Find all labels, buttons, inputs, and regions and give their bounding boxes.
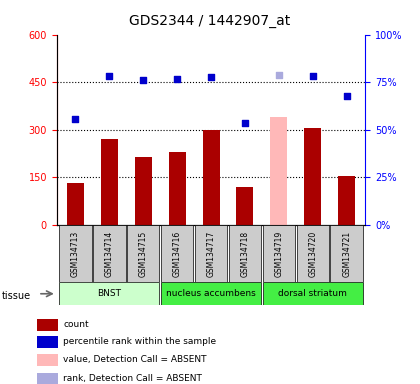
Bar xyxy=(59,282,160,305)
Bar xyxy=(93,225,126,282)
Bar xyxy=(135,157,152,225)
Bar xyxy=(101,139,118,225)
Text: dorsal striatum: dorsal striatum xyxy=(278,289,347,298)
Text: GDS2344 / 1442907_at: GDS2344 / 1442907_at xyxy=(129,14,291,28)
Bar xyxy=(37,373,58,384)
Bar xyxy=(304,128,321,225)
Text: count: count xyxy=(63,319,89,329)
Bar xyxy=(37,336,58,348)
Point xyxy=(140,78,147,84)
Bar xyxy=(161,225,193,282)
Text: BNST: BNST xyxy=(97,289,121,298)
Text: GSM134714: GSM134714 xyxy=(105,230,114,276)
Point xyxy=(174,76,181,82)
Bar xyxy=(270,117,287,225)
Text: GSM134717: GSM134717 xyxy=(207,230,215,276)
Text: tissue: tissue xyxy=(2,291,31,301)
Bar xyxy=(236,187,253,225)
Text: GSM134719: GSM134719 xyxy=(274,230,284,276)
Bar xyxy=(202,130,220,225)
Point xyxy=(72,116,79,122)
Point xyxy=(241,120,248,126)
Bar xyxy=(262,225,295,282)
Bar xyxy=(297,225,329,282)
Bar xyxy=(161,282,261,305)
Bar xyxy=(195,225,227,282)
Point xyxy=(106,73,113,79)
Bar xyxy=(169,152,186,225)
Text: GSM134718: GSM134718 xyxy=(241,230,249,276)
Text: nucleus accumbens: nucleus accumbens xyxy=(166,289,256,298)
Point xyxy=(344,93,350,99)
Point xyxy=(208,74,215,80)
Bar xyxy=(228,225,261,282)
Bar xyxy=(338,175,355,225)
Text: GSM134715: GSM134715 xyxy=(139,230,148,276)
Bar xyxy=(331,225,363,282)
Text: GSM134721: GSM134721 xyxy=(342,230,351,276)
Bar xyxy=(37,319,58,331)
Bar xyxy=(59,225,92,282)
Bar xyxy=(67,184,84,225)
Text: GSM134720: GSM134720 xyxy=(308,230,318,276)
Point xyxy=(276,72,282,78)
Bar xyxy=(127,225,160,282)
Point xyxy=(310,73,316,79)
Text: value, Detection Call = ABSENT: value, Detection Call = ABSENT xyxy=(63,355,207,364)
Text: GSM134716: GSM134716 xyxy=(173,230,181,276)
Bar xyxy=(262,282,363,305)
Text: GSM134713: GSM134713 xyxy=(71,230,80,276)
Text: rank, Detection Call = ABSENT: rank, Detection Call = ABSENT xyxy=(63,374,202,382)
Bar xyxy=(37,354,58,366)
Text: percentile rank within the sample: percentile rank within the sample xyxy=(63,337,217,346)
